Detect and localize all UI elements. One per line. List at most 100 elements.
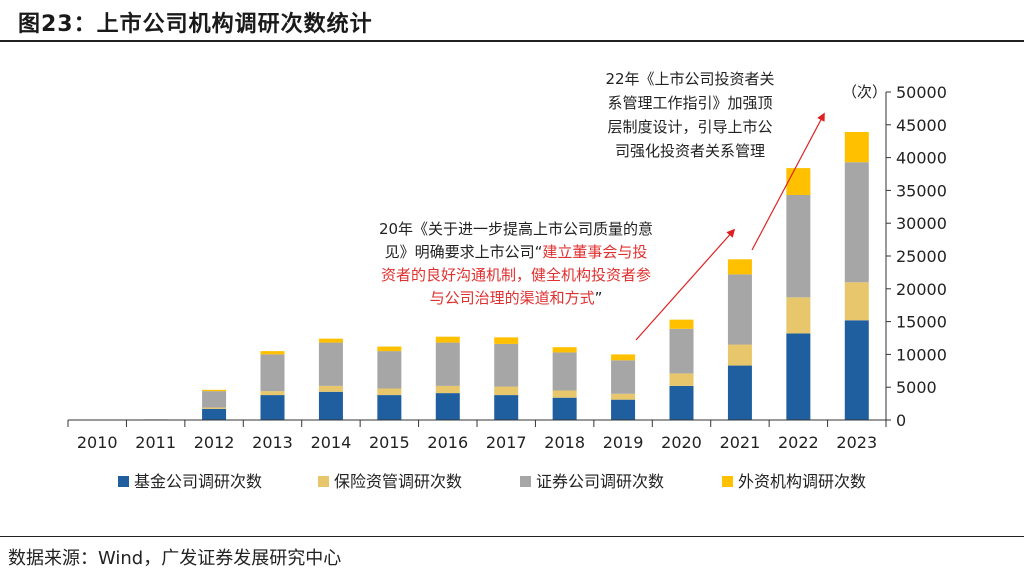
bar-2017-series-2 xyxy=(494,386,519,396)
legend-swatch-3 xyxy=(520,476,531,487)
y-axis-group: 0 5000 10000 15000 20000 25000 30000 35000 40000… xyxy=(842,83,947,430)
bar-2015-series-4 xyxy=(377,346,402,352)
legend-swatch-1 xyxy=(118,476,129,487)
bar-2017-series-1 xyxy=(494,395,519,420)
bar-2015-series-2 xyxy=(377,388,402,396)
x-tick-label-2017: 2017 xyxy=(486,433,527,452)
x-tick-label-2013: 2013 xyxy=(252,433,293,452)
bar-2022-series-2 xyxy=(786,297,811,334)
legend-label-3: 证券公司调研次数 xyxy=(536,472,664,491)
bar-2014-series-4 xyxy=(318,338,343,343)
bar-2013-series-1 xyxy=(260,395,285,420)
bar-2021-series-1 xyxy=(727,365,752,420)
ann2020-line-3: 资者的良好沟通机制，健全机构投资者参 xyxy=(381,266,651,284)
x-tick-label-2019: 2019 xyxy=(603,433,644,452)
x-tick-label-2016: 2016 xyxy=(427,433,468,452)
bar-2023-series-1 xyxy=(844,320,869,420)
legend-swatch-2 xyxy=(318,476,329,487)
annotations-group: 22年《上市公司投资者关系管理工作指引》加强顶层制度设计，引导上市公司强化投资者… xyxy=(379,70,825,341)
x-tick-label-2014: 2014 xyxy=(311,433,352,452)
legend-group: 基金公司调研次数 保险资管调研次数 证券公司调研次数 外资机构调研次数 xyxy=(118,472,866,491)
ann2022-line-2: 系管理工作指引》加强顶 xyxy=(607,94,772,112)
y-tick-label: 5000 xyxy=(896,378,937,397)
ann2022-line-1: 22年《上市公司投资者关 xyxy=(605,70,774,88)
bar-2014-series-2 xyxy=(318,385,343,392)
bar-2012-series-4 xyxy=(202,389,227,392)
bar-2022-series-3 xyxy=(786,194,811,298)
bar-2016-series-4 xyxy=(435,336,460,343)
bar-2021-series-2 xyxy=(727,344,752,366)
bar-2015-series-3 xyxy=(377,351,402,389)
legend-swatch-4 xyxy=(722,476,733,487)
bar-2017-series-3 xyxy=(494,343,519,387)
x-tick-label-2023: 2023 xyxy=(836,433,877,452)
y-axis-unit-label: （次） xyxy=(842,83,887,101)
bar-2013-series-2 xyxy=(260,391,285,396)
x-tick-label-2020: 2020 xyxy=(661,433,702,452)
annotation-arrow-2020 xyxy=(635,228,736,341)
x-tick-label-2015: 2015 xyxy=(369,433,410,452)
x-tick-label-2021: 2021 xyxy=(720,433,761,452)
bar-2023-series-2 xyxy=(844,282,869,321)
y-tick-label: 50000 xyxy=(896,83,947,102)
bar-2016-series-3 xyxy=(435,342,460,386)
bar-2022-series-1 xyxy=(786,333,811,420)
bar-2016-series-1 xyxy=(435,393,460,420)
footer-divider xyxy=(0,536,1024,537)
bar-2016-series-2 xyxy=(435,385,460,394)
bar-2018-series-2 xyxy=(552,390,577,398)
bar-2018-series-1 xyxy=(552,397,577,420)
y-tick-label: 15000 xyxy=(896,313,947,332)
x-axis-group: 2010 2011 2012 2013 2014 2015 2016 2017 2018 2019… xyxy=(67,419,887,452)
bar-2021-series-4 xyxy=(727,259,752,275)
bars-group xyxy=(143,132,869,420)
bar-2020-series-3 xyxy=(669,328,694,374)
bar-2019-series-1 xyxy=(611,399,636,420)
bar-2012-series-3 xyxy=(202,391,227,408)
bar-2013-series-3 xyxy=(260,354,285,392)
bar-2020-series-2 xyxy=(669,373,694,386)
ann2022-line-3: 层制度设计，引导上市公 xyxy=(607,118,772,136)
x-tick-label-2018: 2018 xyxy=(544,433,585,452)
bar-2019-series-4 xyxy=(611,354,636,361)
ann2020-line-1: 20年《关于进一步提高上市公司质量的意 xyxy=(379,220,653,238)
ann2020-line-2: 见》明确要求上市公司“建立董事会与投 xyxy=(385,243,648,261)
bar-2018-series-4 xyxy=(552,347,577,353)
y-tick-label: 45000 xyxy=(896,116,947,135)
title-divider xyxy=(0,40,1024,42)
legend-label-2: 保险资管调研次数 xyxy=(334,472,462,491)
bar-2015-series-1 xyxy=(377,395,402,420)
stacked-bar-chart: 0 5000 10000 15000 20000 25000 30000 35000 40000… xyxy=(67,70,947,491)
bar-2014-series-3 xyxy=(318,342,343,386)
bar-2014-series-1 xyxy=(318,391,343,420)
y-tick-label: 10000 xyxy=(896,345,947,364)
annotation-arrow-2022 xyxy=(751,112,825,251)
y-tick-label: 25000 xyxy=(896,247,947,266)
bar-2021-series-3 xyxy=(727,274,752,345)
y-tick-label: 40000 xyxy=(896,149,947,168)
ann2020-line-4: 与公司治理的渠道和方式” xyxy=(430,289,603,307)
y-tick-label: 30000 xyxy=(896,214,947,233)
source-note: 数据来源：Wind，广发证券发展研究中心 xyxy=(8,548,342,569)
bar-2013-series-4 xyxy=(260,351,285,355)
bar-2023-series-4 xyxy=(844,132,869,163)
bar-2023-series-3 xyxy=(844,162,869,283)
bar-2022-series-4 xyxy=(786,168,811,195)
x-tick-label-2011: 2011 xyxy=(135,433,176,452)
legend-label-4: 外资机构调研次数 xyxy=(738,472,866,491)
x-tick-label-2012: 2012 xyxy=(194,433,235,452)
bar-2017-series-4 xyxy=(494,337,519,344)
bar-2018-series-3 xyxy=(552,352,577,391)
y-tick-label: 20000 xyxy=(896,280,947,299)
bar-2019-series-2 xyxy=(611,393,636,400)
chart-title: 图23：上市公司机构调研次数统计 xyxy=(18,12,373,37)
x-tick-label-2010: 2010 xyxy=(77,433,118,452)
y-tick-label: 0 xyxy=(896,411,906,430)
ann2022-line-4: 司强化投资者关系管理 xyxy=(615,142,765,160)
bar-2019-series-3 xyxy=(611,360,636,394)
bar-2012-series-2 xyxy=(202,407,227,409)
bar-2020-series-4 xyxy=(669,319,694,329)
bar-2012-series-1 xyxy=(202,408,227,420)
bar-2020-series-1 xyxy=(669,385,694,420)
x-tick-label-2022: 2022 xyxy=(778,433,819,452)
